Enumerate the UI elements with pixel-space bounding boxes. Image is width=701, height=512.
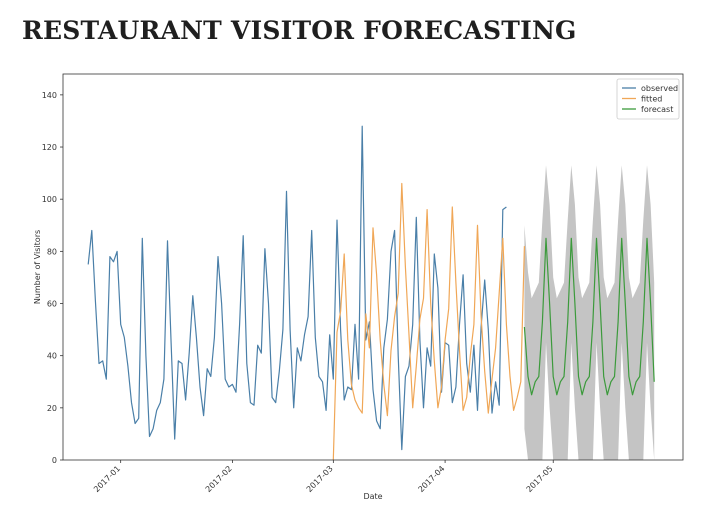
x-tick-label: 2017-05 [525, 464, 555, 494]
x-tick-label: 2017-02 [204, 464, 234, 494]
x-tick-label: 2017-04 [416, 464, 446, 494]
series-lines-layer [87, 125, 655, 461]
legend-label-fitted: fitted [641, 95, 662, 104]
forecast-confidence-band-layer [524, 165, 655, 461]
legend-label-forecast: forecast [641, 105, 673, 114]
y-tick-label: 100 [42, 195, 57, 204]
y-axis-label: Number of Visitors [33, 230, 42, 304]
x-tick-label: 2017-03 [305, 464, 335, 494]
series-line-forecast [523, 237, 655, 396]
y-tick-label: 60 [47, 300, 57, 309]
x-tick-label: 2017-01 [92, 464, 122, 494]
forecast-confidence-band [524, 165, 655, 461]
y-tick-label: 80 [47, 247, 57, 256]
y-tick-label: 120 [42, 143, 57, 152]
y-tick-label: 140 [42, 91, 57, 100]
series-line-fitted [332, 182, 525, 461]
legend-label-observed: observed [641, 84, 678, 93]
x-axis-ticks: 2017-01 2017-02 2017-03 2017-04 2017-05 [92, 460, 555, 494]
x-axis-label: Date [363, 492, 382, 501]
y-tick-label: 40 [47, 352, 57, 361]
page-title: RESTAURANT VISITOR FORECASTING [22, 16, 577, 45]
y-tick-label: 20 [47, 404, 57, 413]
plot-frame [62, 73, 684, 461]
series-line-observed [87, 125, 507, 451]
y-axis-ticks: 0 20 40 60 80 100 120 140 [42, 91, 63, 465]
y-tick-label: 0 [52, 456, 57, 465]
